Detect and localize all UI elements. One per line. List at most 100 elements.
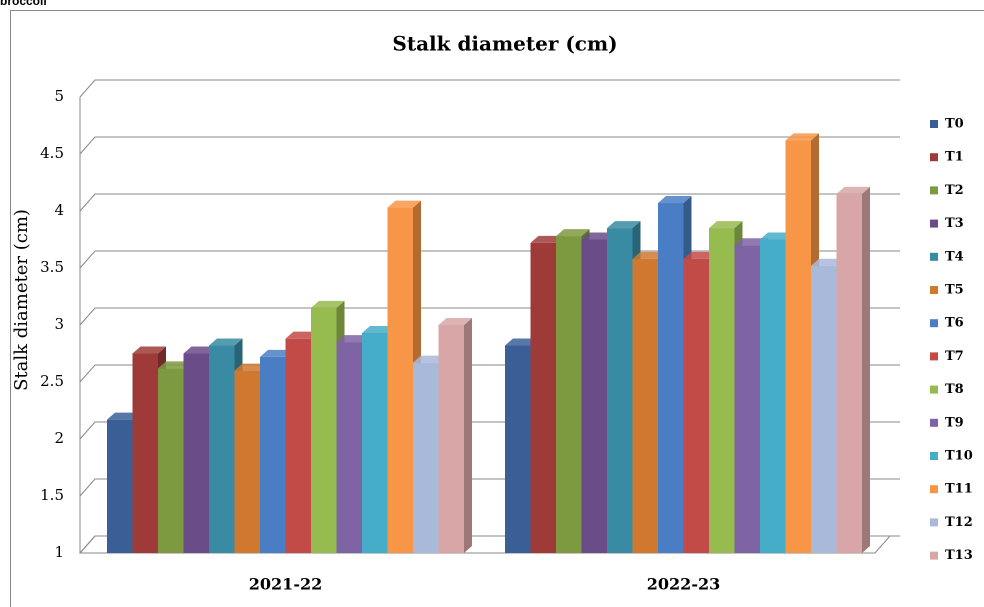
y-axis-label: Stalk diameter (cm) bbox=[11, 209, 32, 391]
bar-side bbox=[862, 186, 870, 553]
bar-top bbox=[505, 338, 539, 346]
bar bbox=[234, 370, 260, 553]
y-tick-label: 3.5 bbox=[40, 258, 64, 276]
legend-label: T3 bbox=[945, 216, 964, 231]
legend-label: T12 bbox=[945, 515, 973, 530]
legend-label: T2 bbox=[945, 183, 964, 198]
bar bbox=[183, 353, 209, 553]
legend-swatch bbox=[930, 418, 938, 427]
bar-side bbox=[464, 318, 472, 553]
legend-swatch bbox=[930, 518, 938, 527]
grid-line bbox=[79, 79, 900, 98]
bar bbox=[632, 258, 658, 553]
bar-top bbox=[607, 221, 641, 229]
bar bbox=[336, 342, 362, 553]
legend-swatch bbox=[930, 186, 938, 195]
bar-top bbox=[632, 251, 666, 259]
legend-swatch bbox=[930, 452, 938, 460]
legend-label: T5 bbox=[945, 283, 964, 298]
y-tick-label: 3 bbox=[54, 315, 64, 333]
bar bbox=[438, 325, 464, 553]
bar-top bbox=[234, 363, 268, 371]
bar-top bbox=[132, 346, 166, 354]
legend-swatch bbox=[930, 286, 938, 294]
legend-label: T13 bbox=[945, 548, 973, 563]
x-tick-label: 2022-23 bbox=[647, 575, 720, 594]
legend-swatch bbox=[930, 485, 938, 494]
bar bbox=[556, 236, 582, 553]
legend-swatch bbox=[930, 319, 938, 328]
bar-top bbox=[183, 346, 217, 354]
legend-swatch bbox=[930, 153, 938, 162]
bar-top bbox=[836, 186, 870, 194]
bar-top bbox=[683, 251, 717, 259]
y-tick-label: 1.5 bbox=[40, 486, 64, 504]
x-tick-label: 2021-22 bbox=[249, 575, 322, 594]
bar-top bbox=[209, 338, 243, 346]
bar-top bbox=[107, 412, 141, 420]
bar bbox=[734, 245, 760, 553]
bar-top bbox=[387, 200, 421, 208]
bar bbox=[413, 362, 439, 553]
bar bbox=[260, 356, 286, 553]
legend-label: T4 bbox=[945, 249, 964, 264]
bar-top bbox=[760, 232, 794, 240]
y-tick-label: 1 bbox=[54, 543, 64, 561]
bar-top bbox=[158, 361, 192, 369]
bar bbox=[683, 258, 709, 553]
bar-top bbox=[709, 221, 743, 229]
legend-swatch bbox=[930, 219, 938, 228]
grid-line bbox=[79, 193, 900, 212]
bar-top bbox=[785, 133, 819, 141]
bar bbox=[811, 265, 837, 553]
bar-top bbox=[811, 258, 845, 266]
bar bbox=[709, 228, 735, 553]
bar-top bbox=[413, 355, 447, 363]
bar-top bbox=[438, 318, 472, 325]
bar bbox=[658, 203, 684, 553]
legend-label: T7 bbox=[945, 349, 964, 364]
chart-title: Stalk diameter (cm) bbox=[392, 32, 617, 56]
bar-top bbox=[311, 300, 345, 308]
bar bbox=[760, 239, 786, 553]
grid-line bbox=[79, 136, 900, 155]
legend-label: T0 bbox=[945, 117, 964, 132]
bar-top bbox=[260, 349, 294, 357]
bar bbox=[311, 307, 337, 553]
legend-swatch bbox=[930, 252, 938, 261]
bar-top bbox=[658, 196, 692, 204]
y-tick-label: 2 bbox=[54, 429, 64, 447]
y-tick-label: 5 bbox=[54, 87, 64, 105]
bar bbox=[107, 419, 133, 553]
legend-label: T9 bbox=[945, 415, 964, 430]
bar bbox=[362, 332, 388, 553]
bar-top bbox=[530, 235, 564, 243]
bar-top bbox=[285, 331, 319, 339]
bar-top bbox=[581, 232, 615, 240]
caption: broccoli bbox=[0, 0, 47, 8]
bar-top bbox=[362, 325, 396, 333]
bar bbox=[505, 345, 531, 553]
bar bbox=[132, 353, 158, 553]
legend-swatch bbox=[930, 551, 938, 560]
bar bbox=[209, 345, 235, 553]
legend-swatch bbox=[930, 120, 938, 128]
bar bbox=[581, 239, 607, 553]
bar bbox=[607, 228, 633, 553]
legend-label: T10 bbox=[945, 449, 973, 464]
y-tick-label: 2.5 bbox=[40, 372, 64, 390]
legend-swatch bbox=[930, 385, 938, 394]
bar bbox=[836, 193, 862, 553]
legend-label: T11 bbox=[945, 482, 973, 497]
bar bbox=[530, 242, 556, 554]
y-tick-label: 4 bbox=[54, 201, 64, 219]
bar bbox=[285, 338, 311, 553]
bar-top bbox=[734, 238, 768, 246]
bar-top bbox=[556, 229, 590, 237]
bar-top bbox=[336, 335, 370, 343]
y-tick-label: 4.5 bbox=[40, 144, 64, 162]
legend-label: T6 bbox=[945, 316, 964, 331]
bar bbox=[785, 140, 811, 553]
legend-label: T8 bbox=[945, 382, 964, 397]
